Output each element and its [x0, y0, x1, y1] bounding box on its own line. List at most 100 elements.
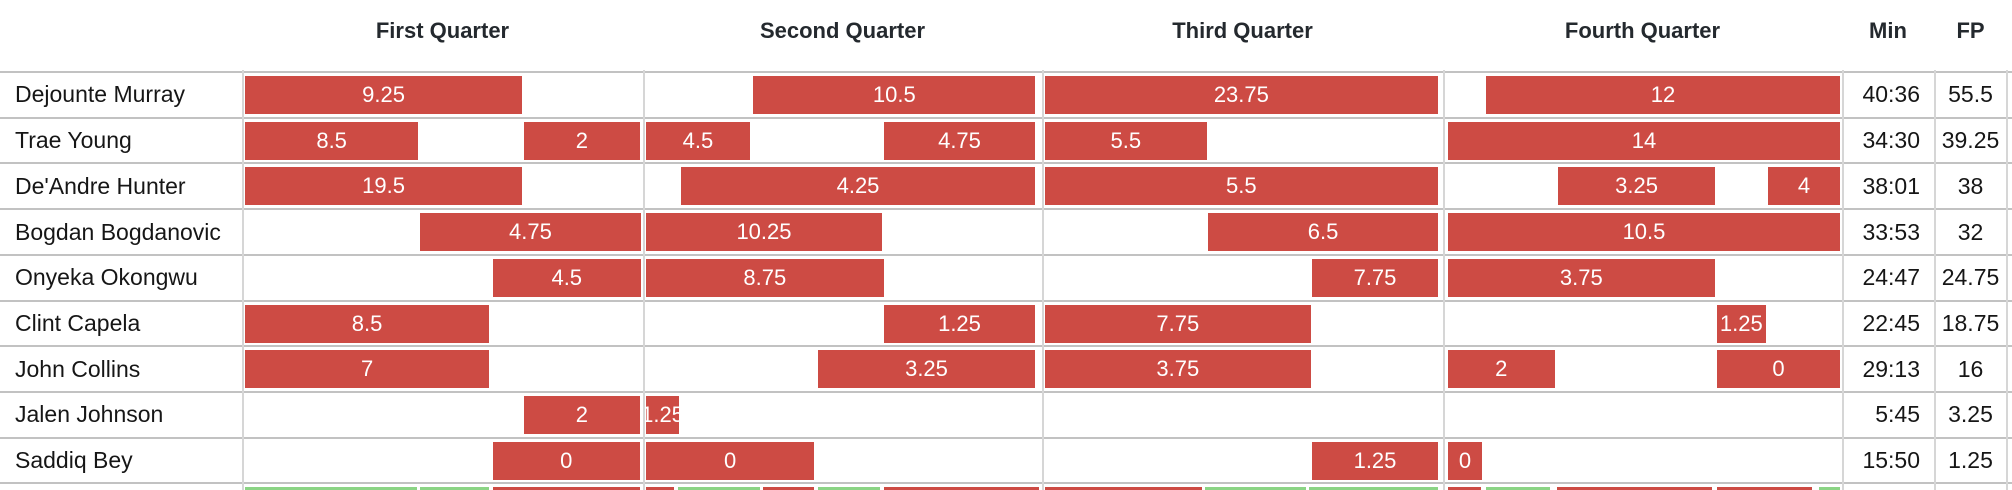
stint-bar[interactable]: 4.75: [419, 213, 641, 252]
stint-bar-partial[interactable]: [1818, 487, 1841, 490]
quarter-cell-q4: 3.25 4: [1443, 164, 1842, 208]
fantasy-points-value: 1.25: [1948, 447, 1993, 474]
stint-bar[interactable]: 4.5: [646, 121, 750, 160]
stint-bar[interactable]: 10.25: [646, 213, 882, 252]
quarter-cell-q3: [1042, 393, 1443, 437]
player-row: Jalen Johnson 2 1.25 5:45 3.25: [0, 391, 2012, 437]
stint-bar-partial[interactable]: [763, 487, 815, 490]
stint-bar[interactable]: 0: [646, 441, 815, 480]
stint-bar[interactable]: 3.75: [1447, 258, 1715, 297]
stint-bar-partial[interactable]: [1556, 487, 1712, 490]
quarter-cell-q4: [1443, 484, 1842, 490]
stint-bar[interactable]: 14: [1447, 121, 1841, 160]
stint-bar[interactable]: 7.75: [1312, 258, 1438, 297]
quarter-cell-q1: 0: [242, 439, 643, 483]
minutes-value: 22:45: [1862, 309, 1920, 336]
stint-bar-partial[interactable]: [817, 487, 881, 490]
stint-bar-partial[interactable]: [1309, 487, 1438, 490]
stint-bar[interactable]: 23.75: [1045, 76, 1438, 114]
minutes-value: 40:36: [1862, 81, 1920, 108]
minutes-value: 24:47: [1862, 264, 1920, 291]
player-name: Onyeka Okongwu: [15, 264, 198, 291]
stint-bar[interactable]: 3.75: [1045, 350, 1311, 389]
stint-bar-partial[interactable]: [1205, 487, 1306, 490]
stint-bar[interactable]: 7: [245, 350, 490, 389]
quarter-cell-q2: 4.25: [643, 164, 1042, 208]
player-name: Clint Capela: [15, 309, 141, 336]
stint-bar[interactable]: 4: [1767, 167, 1841, 206]
stint-bar[interactable]: 8.5: [245, 304, 490, 343]
stint-bar-partial[interactable]: [1716, 487, 1813, 490]
quarter-cell-q3: 3.75: [1042, 347, 1443, 391]
player-name: Trae Young: [15, 127, 132, 154]
fantasy-points-value: 32: [1957, 218, 1984, 245]
quarter-cell-q2: 10.25: [643, 210, 1042, 254]
quarter-cell-q1: 9.25: [242, 73, 643, 117]
stint-bar[interactable]: 10.5: [753, 76, 1036, 114]
quarter-cell-q3: 5.5: [1042, 119, 1443, 163]
stint-bar[interactable]: 2: [1447, 350, 1555, 389]
player-row: Onyeka Okongwu 4.5 8.75 7.75 3.75 24:47 24.75: [0, 253, 2012, 300]
quarter-cell-q2: 4.5 4.75: [643, 119, 1042, 163]
player-name: De'Andre Hunter: [15, 172, 186, 199]
fantasy-points-value: 38: [1957, 172, 1984, 199]
grid-line-vertical: [242, 70, 244, 490]
stint-bar[interactable]: 0: [1716, 350, 1841, 389]
fantasy-points-value: 18.75: [1941, 309, 2000, 336]
quarter-cell-q1: [242, 484, 643, 490]
stint-bar[interactable]: 2: [523, 396, 640, 435]
stint-bar[interactable]: 8.5: [245, 121, 419, 160]
quarter-cell-q4: 0: [1443, 439, 1842, 483]
stint-bar[interactable]: 4.25: [680, 167, 1036, 206]
stint-bar[interactable]: 4.5: [492, 258, 641, 297]
stint-bar[interactable]: 1.25: [1716, 304, 1767, 343]
stint-bar[interactable]: 10.5: [1447, 213, 1841, 252]
stint-bar-partial[interactable]: [1485, 487, 1550, 490]
stint-bar[interactable]: 5.5: [1045, 121, 1207, 160]
fantasy-points-value: 16: [1957, 355, 1984, 382]
minutes-value: 34:30: [1862, 127, 1920, 154]
stint-bar[interactable]: 12: [1485, 76, 1841, 114]
quarter-cell-q4: [1443, 393, 1842, 437]
stint-bar[interactable]: 9.25: [245, 76, 523, 114]
stint-bar-partial[interactable]: [883, 487, 1039, 490]
stint-bar[interactable]: 6.5: [1208, 213, 1438, 252]
stint-bar[interactable]: 7.75: [1045, 304, 1311, 343]
stint-bar[interactable]: 8.75: [646, 258, 884, 297]
quarter-cell-q2: 10.5: [643, 73, 1042, 117]
player-row: Dejounte Murray 9.25 10.5 23.75 12 40:36 55.5: [0, 71, 2012, 117]
stint-bar[interactable]: 0: [492, 441, 640, 480]
stint-bar[interactable]: 4.75: [883, 121, 1036, 160]
stint-bar[interactable]: 1.25: [641, 396, 684, 435]
header-min: Min: [1869, 18, 1907, 43]
minutes-value: 38:01: [1862, 172, 1920, 199]
player-row: Clint Capela 8.5 1.25 7.75 1.25 22:45 18.75: [0, 299, 2012, 346]
stint-bar[interactable]: 0: [1447, 441, 1483, 480]
stint-bar[interactable]: 2: [523, 121, 640, 160]
stint-bar[interactable]: 19.5: [245, 167, 523, 206]
stint-bar-partial[interactable]: [1045, 487, 1202, 490]
stint-bar[interactable]: 1.25: [1312, 441, 1438, 480]
stint-bar-partial[interactable]: [492, 487, 640, 490]
stint-bar-partial[interactable]: [678, 487, 760, 490]
player-name: Jalen Johnson: [15, 401, 164, 428]
quarter-cell-q1: 8.5: [242, 302, 643, 346]
player-row: De'Andre Hunter 19.5 4.25 5.5 3.25 4 38:01 38: [0, 162, 2012, 208]
stint-bar-partial[interactable]: [1447, 487, 1481, 490]
grid-line-vertical: [1934, 70, 1936, 490]
minutes-value: 29:13: [1862, 355, 1920, 382]
header-fourth-quarter: Fourth Quarter: [1564, 18, 1721, 43]
player-row: Bogdan Bogdanovic 4.75 10.25 6.5 10.5 33:53 32: [0, 208, 2012, 254]
stint-bar-partial[interactable]: [245, 487, 417, 490]
quarter-cell-q2: 1.25: [643, 302, 1042, 346]
stint-bar-partial[interactable]: [646, 487, 675, 490]
stint-bar[interactable]: 1.25: [883, 304, 1036, 343]
stint-bar[interactable]: 5.5: [1045, 167, 1438, 206]
header-second-quarter: Second Quarter: [759, 18, 926, 43]
player-name: Dejounte Murray: [15, 81, 186, 108]
stint-bar-partial[interactable]: [419, 487, 490, 490]
stint-bar[interactable]: 3.25: [817, 350, 1036, 389]
stint-bar[interactable]: 3.25: [1558, 167, 1715, 206]
